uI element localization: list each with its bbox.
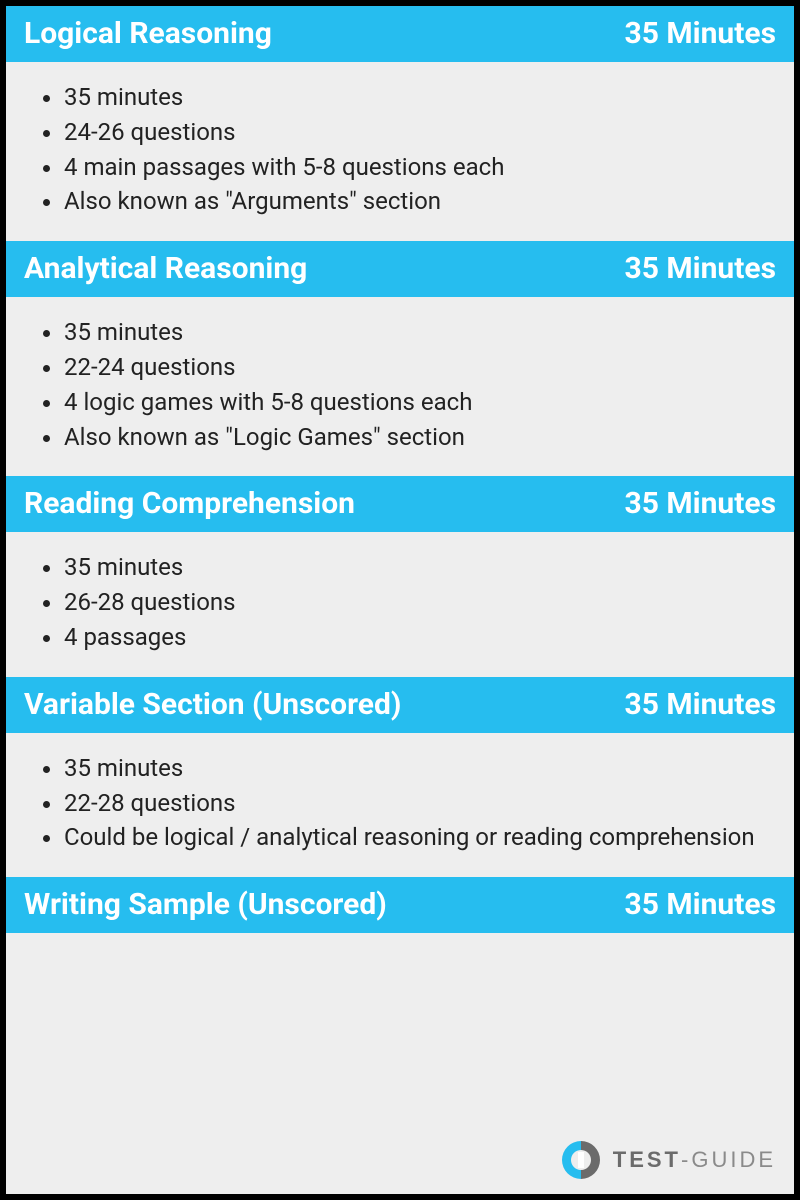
section-body-logical-reasoning: 35 minutes 24-26 questions 4 main passag…: [6, 62, 794, 241]
section-body-variable-section: 35 minutes 22-28 questions Could be logi…: [6, 733, 794, 877]
section-duration: 35 Minutes: [625, 687, 776, 723]
section-header-analytical-reasoning: Analytical Reasoning 35 Minutes: [6, 241, 794, 297]
section-body-reading-comprehension: 35 minutes 26-28 questions 4 passages: [6, 532, 794, 676]
section-header-logical-reasoning: Logical Reasoning 35 Minutes: [6, 6, 794, 62]
section-body-analytical-reasoning: 35 minutes 22-24 questions 4 logic games…: [6, 297, 794, 476]
section-title: Variable Section (Unscored): [24, 687, 401, 723]
bullet-list: 35 minutes 22-24 questions 4 logic games…: [24, 315, 776, 454]
footer: TEST-GUIDE: [559, 1138, 776, 1182]
bullet-list: 35 minutes 26-28 questions 4 passages: [24, 550, 776, 654]
list-item: 35 minutes: [64, 80, 776, 115]
list-item: 35 minutes: [64, 751, 776, 786]
brand-text-strong: TEST: [613, 1147, 681, 1172]
list-item: Also known as "Arguments" section: [64, 184, 776, 219]
section-title: Writing Sample (Unscored): [24, 887, 387, 923]
section-title: Logical Reasoning: [24, 16, 272, 52]
infographic-frame: Logical Reasoning 35 Minutes 35 minutes …: [0, 0, 800, 1200]
list-item: 4 passages: [64, 620, 776, 655]
brand-text-light: -GUIDE: [681, 1147, 776, 1172]
list-item: 35 minutes: [64, 315, 776, 350]
section-duration: 35 Minutes: [625, 16, 776, 52]
section-header-writing-sample: Writing Sample (Unscored) 35 Minutes: [6, 877, 794, 933]
list-item: 4 logic games with 5-8 questions each: [64, 385, 776, 420]
section-title: Analytical Reasoning: [24, 251, 307, 287]
list-item: 26-28 questions: [64, 585, 776, 620]
bullet-list: 35 minutes 24-26 questions 4 main passag…: [24, 80, 776, 219]
list-item: 4 main passages with 5-8 questions each: [64, 150, 776, 185]
section-header-reading-comprehension: Reading Comprehension 35 Minutes: [6, 476, 794, 532]
section-header-variable-section: Variable Section (Unscored) 35 Minutes: [6, 677, 794, 733]
list-item: 35 minutes: [64, 550, 776, 585]
list-item: 22-28 questions: [64, 786, 776, 821]
bullet-list: 35 minutes 22-28 questions Could be logi…: [24, 751, 776, 855]
brand-logo-icon: [559, 1138, 603, 1182]
list-item: 22-24 questions: [64, 350, 776, 385]
section-duration: 35 Minutes: [625, 887, 776, 923]
section-title: Reading Comprehension: [24, 486, 355, 522]
list-item: Also known as "Logic Games" section: [64, 420, 776, 455]
list-item: 24-26 questions: [64, 115, 776, 150]
list-item: Could be logical / analytical reasoning …: [64, 820, 776, 855]
section-duration: 35 Minutes: [625, 486, 776, 522]
section-duration: 35 Minutes: [625, 251, 776, 287]
brand-text: TEST-GUIDE: [613, 1147, 776, 1173]
